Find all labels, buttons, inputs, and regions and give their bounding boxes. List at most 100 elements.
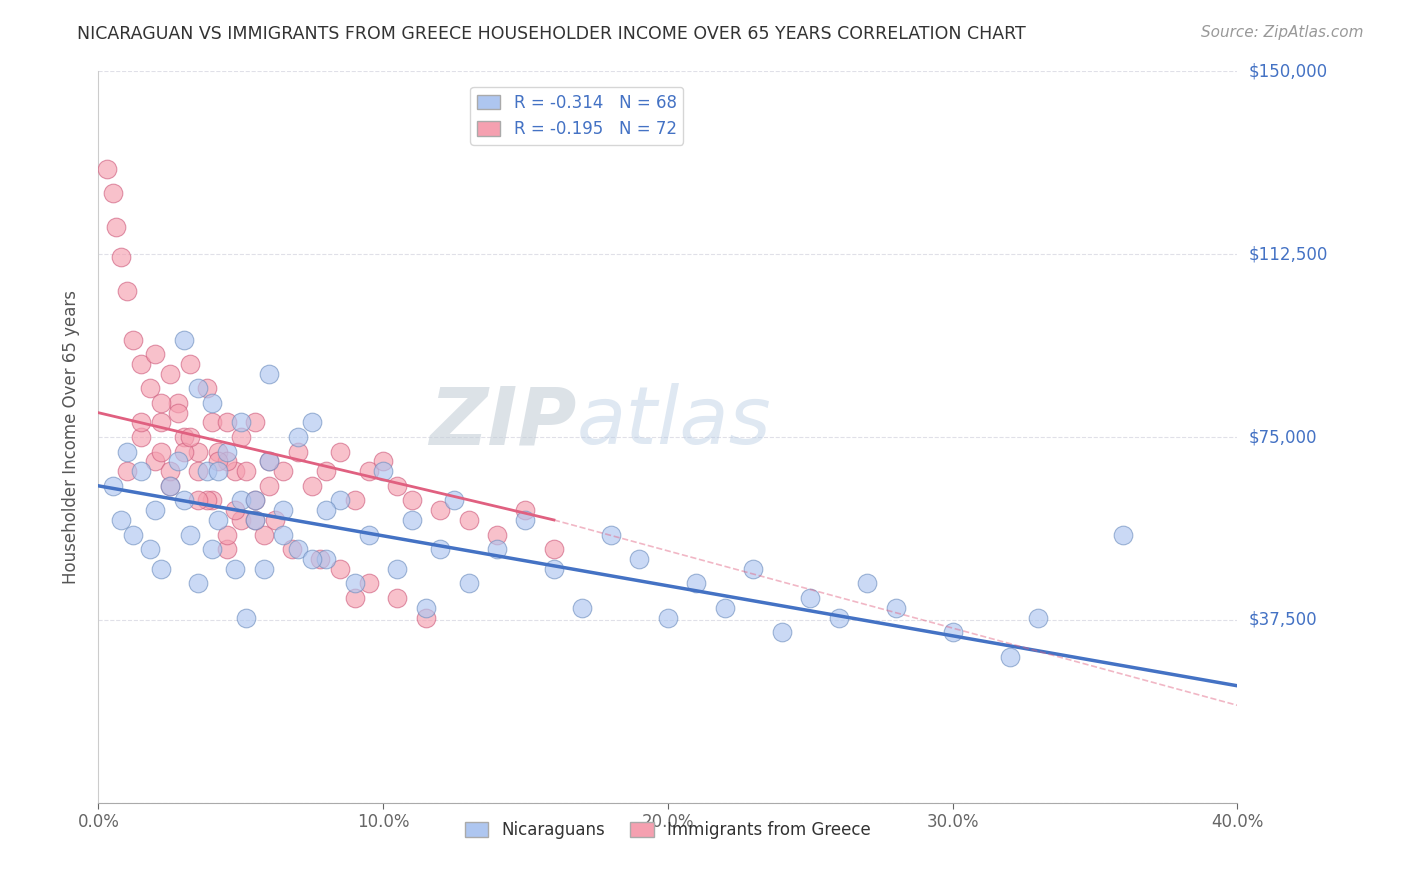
Point [207, 454, 229, 468]
Point [828, 610, 851, 624]
Point [515, 503, 537, 517]
Point [714, 600, 737, 615]
Legend: Nicaraguans, Immigrants from Greece: Nicaraguans, Immigrants from Greece [458, 814, 877, 846]
Point [201, 396, 224, 410]
Point [243, 416, 266, 430]
Y-axis label: Householder Income Over 65 years: Householder Income Over 65 years [62, 290, 80, 584]
Text: $150,000: $150,000 [1249, 62, 1327, 80]
Point [229, 430, 252, 444]
Point [401, 513, 423, 527]
Point [243, 493, 266, 508]
Point [942, 625, 965, 640]
Point [129, 464, 152, 478]
Point [167, 406, 190, 420]
Point [150, 444, 173, 458]
Point [167, 396, 190, 410]
Point [329, 493, 352, 508]
Point [167, 454, 190, 468]
Point [215, 527, 238, 541]
Point [457, 513, 479, 527]
Point [173, 333, 195, 347]
Point [145, 503, 167, 517]
Point [329, 562, 352, 576]
Point [357, 464, 380, 478]
Point [207, 513, 229, 527]
Point [104, 220, 127, 235]
Point [187, 464, 209, 478]
Point [138, 542, 160, 557]
Point [121, 333, 143, 347]
Point [115, 444, 138, 458]
Point [315, 464, 337, 478]
Point [1112, 527, 1135, 541]
Point [129, 357, 152, 371]
Point [357, 576, 380, 591]
Point [243, 513, 266, 527]
Point [415, 610, 437, 624]
Point [301, 552, 323, 566]
Point [429, 542, 451, 557]
Point [387, 479, 409, 493]
Point [115, 464, 138, 478]
Point [770, 625, 793, 640]
Point [343, 576, 366, 591]
Point [138, 381, 160, 395]
Point [657, 610, 679, 624]
Point [173, 493, 195, 508]
Point [287, 430, 309, 444]
Point [287, 542, 309, 557]
Point [315, 552, 337, 566]
Point [201, 493, 224, 508]
Point [159, 479, 181, 493]
Point [145, 454, 167, 468]
Text: atlas: atlas [576, 384, 772, 461]
Text: $75,000: $75,000 [1249, 428, 1317, 446]
Point [195, 493, 218, 508]
Point [179, 430, 201, 444]
Point [145, 347, 167, 361]
Point [315, 503, 337, 517]
Point [884, 600, 907, 615]
Point [486, 542, 509, 557]
Point [195, 381, 218, 395]
Point [110, 513, 132, 527]
Point [224, 464, 246, 478]
Point [543, 562, 565, 576]
Point [273, 503, 295, 517]
Point [229, 513, 252, 527]
Point [207, 464, 229, 478]
Point [215, 416, 238, 430]
Point [187, 381, 209, 395]
Point [229, 416, 252, 430]
Point [543, 542, 565, 557]
Point [287, 444, 309, 458]
Point [195, 464, 218, 478]
Point [150, 562, 173, 576]
Point [101, 186, 124, 201]
Text: $37,500: $37,500 [1249, 611, 1317, 629]
Point [215, 542, 238, 557]
Point [115, 284, 138, 298]
Point [101, 479, 124, 493]
Point [252, 527, 274, 541]
Point [259, 479, 281, 493]
Point [273, 527, 295, 541]
Point [329, 444, 352, 458]
Text: $112,500: $112,500 [1249, 245, 1327, 263]
Point [571, 600, 593, 615]
Point [129, 430, 152, 444]
Point [371, 464, 394, 478]
Point [600, 527, 623, 541]
Point [486, 527, 509, 541]
Point [429, 503, 451, 517]
Point [159, 479, 181, 493]
Point [301, 479, 323, 493]
Point [201, 416, 224, 430]
Point [159, 464, 181, 478]
Point [515, 513, 537, 527]
Point [235, 610, 257, 624]
Point [443, 493, 465, 508]
Point [229, 493, 252, 508]
Point [243, 493, 266, 508]
Text: ZIP: ZIP [429, 384, 576, 461]
